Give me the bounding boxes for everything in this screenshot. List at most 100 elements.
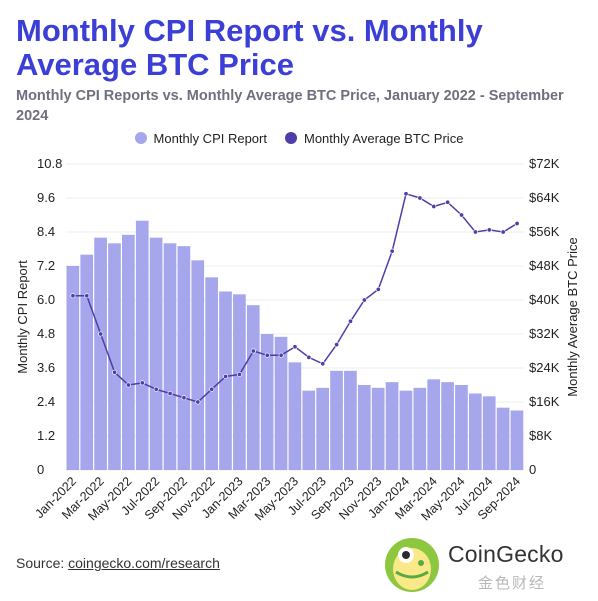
legend-label-btc: Monthly Average BTC Price [303,130,464,146]
line-point [347,318,354,324]
legend-item-cpi: Monthly CPI Report [134,130,267,146]
bar [191,260,205,470]
legend-swatch-btc [284,132,297,144]
y-left-tick-label: 7.2 [37,258,55,273]
y-right-tick-label: $64K [529,190,560,205]
y-left-tick-label: 3.6 [37,360,55,375]
bar [94,237,107,470]
bar [357,385,371,470]
bar [205,277,218,470]
y-right-tick-label: $40K [529,292,560,307]
legend-item-btc: Monthly Average BTC Price [284,130,464,146]
line-point [334,342,340,348]
line-point [250,348,256,354]
line-point [112,369,118,375]
bar [413,387,427,470]
y-right-tick-label: $24K [529,360,560,375]
legend-swatch-cpi [134,132,147,144]
y-right-axis-title: Monthly Average BTC Price [565,237,580,396]
line-point [514,220,520,227]
brand-name: CoinGecko [448,541,564,567]
bar [177,246,191,470]
line-point [320,361,326,367]
bar [427,379,441,470]
line-point [472,229,478,235]
bar [385,382,399,470]
legend-label-cpi: Monthly CPI Report [153,130,267,146]
y-right-tick-label: $56K [529,224,560,239]
line-point [403,191,409,197]
y-right-tick-label: $72K [529,156,560,171]
watermark: 金色财经 [478,575,547,592]
line-point [209,386,215,392]
chart-plot: 0 0 1.2 $8K 2.4 $16K 3.6 $24K 4.8 $32K 6.0 $40K 7.2 $… [15,156,580,523]
y-left-tick-label: 2.4 [37,394,55,409]
line-point [361,297,367,303]
bar [316,387,329,470]
line-point [458,212,465,218]
bar [496,407,510,470]
y-right-tick-label: $8K [529,428,552,443]
bar [302,390,316,470]
bar [274,336,288,470]
y-left-tick-label: 4.8 [37,326,55,341]
line-point [417,195,423,201]
y-left-tick-label: 0 [37,462,44,477]
bar [149,237,163,470]
bar [371,387,385,470]
bar [80,254,94,470]
y-left-axis-title: Monthly CPI Report [15,260,30,374]
chart-subtitle: Monthly CPI Reports vs. Monthly Average … [16,88,564,124]
bar [233,294,246,470]
bar [288,362,302,470]
line-point [486,227,492,233]
line-point [125,382,132,388]
y-left-tick-label: 1.2 [37,428,55,443]
line-point [223,373,229,380]
source-note: Source: coingecko.com/research [16,555,220,571]
bar [441,382,454,470]
bar [455,385,468,470]
bar [163,243,177,470]
line-point [278,352,284,358]
y-right-tick-label: $32K [529,326,560,341]
source-link[interactable]: coingecko.com/research [68,555,220,571]
line-point [195,399,201,405]
line-point [500,229,506,235]
bar [510,410,524,470]
line-point [389,248,395,254]
line-point [167,390,173,397]
bar [135,220,149,470]
line-point [306,354,312,360]
y-right-tick-label: $16K [529,394,560,409]
y-left-tick-label: 8.4 [37,224,55,239]
source-prefix: Source: [16,555,69,571]
bar [330,370,343,470]
bar [108,243,121,470]
bar [468,393,482,470]
bar [219,291,232,470]
y-left-tick-label: 9.6 [37,190,55,205]
y-left-tick-label: 6.0 [37,292,55,307]
coingecko-logo-icon [385,538,439,592]
bar [344,370,357,470]
y-right-tick-label: 0 [529,462,536,477]
line-point [181,395,187,401]
chart-title: Monthly CPI Report vs. Monthly Average B… [16,13,483,82]
line-point [70,293,76,299]
bar [482,396,496,470]
line-point [431,203,437,210]
bar [66,266,80,470]
line-point [84,293,90,299]
line-point [153,386,159,392]
line-point [292,344,298,350]
y-right-tick-label: $48K [529,258,560,273]
line-point [236,371,243,377]
line-point [445,199,451,205]
line-point [375,286,381,292]
bar [122,234,135,470]
line-point [264,352,270,358]
y-left-tick-label: 10.8 [37,156,62,171]
legend: Monthly CPI Report Monthly Average BTC P… [0,129,598,147]
bar [260,334,274,470]
